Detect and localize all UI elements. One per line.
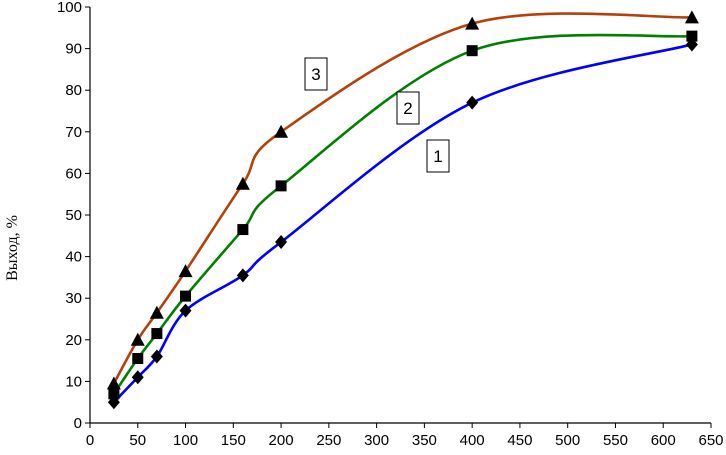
y-tick-label: 30	[65, 290, 82, 307]
x-tick-label: 50	[129, 432, 146, 449]
series-label-box-1: 1	[426, 139, 450, 173]
data-point-series-3	[235, 176, 250, 190]
data-point-series-2	[151, 328, 163, 340]
y-tick-label: 70	[65, 124, 82, 141]
data-point-series-2	[132, 353, 144, 365]
data-point-series-3	[130, 332, 145, 346]
data-point-series-3	[149, 305, 164, 319]
series-label-2: 2	[403, 99, 412, 118]
data-point-series-2	[237, 224, 249, 236]
y-tick-label: 50	[65, 207, 82, 224]
data-point-series-1	[131, 370, 144, 385]
y-tick-label: 20	[65, 332, 82, 349]
x-tick-label: 200	[269, 432, 294, 449]
data-point-series-1	[236, 268, 249, 283]
x-tick-label: 250	[316, 432, 341, 449]
data-point-series-1	[466, 95, 479, 110]
x-tick-label: 550	[603, 432, 628, 449]
x-tick-label: 150	[221, 432, 246, 449]
x-tick-label: 350	[412, 432, 437, 449]
data-point-series-2	[686, 30, 698, 42]
series-label-box-3: 3	[304, 57, 328, 91]
data-point-series-1	[150, 349, 163, 364]
x-tick-label: 400	[460, 432, 485, 449]
series-line-1	[112, 43, 693, 404]
series-layer	[112, 12, 693, 404]
x-tick-label: 300	[364, 432, 389, 449]
x-tick-label: 450	[507, 432, 532, 449]
y-tick-label: 100	[57, 0, 82, 16]
series-line-3	[112, 12, 692, 385]
x-tick-label: 100	[173, 432, 198, 449]
x-tick-label: 500	[555, 432, 580, 449]
series-line-2	[112, 33, 692, 395]
x-tick-label: 650	[698, 432, 723, 449]
series-label-3: 3	[311, 65, 320, 84]
markers-layer	[106, 10, 699, 410]
series-label-box-2: 2	[396, 91, 420, 125]
series-labels: 1 2 3	[304, 57, 450, 173]
data-point-series-2	[108, 388, 120, 400]
x-tick-label: 600	[651, 432, 676, 449]
data-point-series-1	[179, 303, 192, 318]
axes: 0 10 20 30 40 50 60 70 80 90 100 0 50 100 150 200 250 300…	[57, 0, 724, 449]
series-label-1: 1	[433, 147, 442, 166]
y-tick-label: 10	[65, 373, 82, 390]
y-tick-label: 80	[65, 82, 82, 99]
data-point-series-2	[180, 290, 192, 302]
data-point-series-3	[465, 16, 480, 30]
y-tick-label: 60	[65, 165, 82, 182]
x-tick-label: 0	[86, 432, 94, 449]
y-tick-label: 40	[65, 249, 82, 266]
data-point-series-2	[275, 180, 287, 192]
data-point-series-3	[274, 124, 289, 138]
data-point-series-2	[466, 45, 478, 57]
data-point-series-3	[106, 376, 121, 390]
y-axis-label: Выход, %	[4, 215, 21, 281]
data-point-series-1	[275, 235, 288, 250]
y-tick-label: 90	[65, 41, 82, 58]
data-point-series-3	[178, 264, 193, 278]
y-tick-label: 0	[74, 415, 82, 432]
data-point-series-3	[684, 10, 699, 24]
